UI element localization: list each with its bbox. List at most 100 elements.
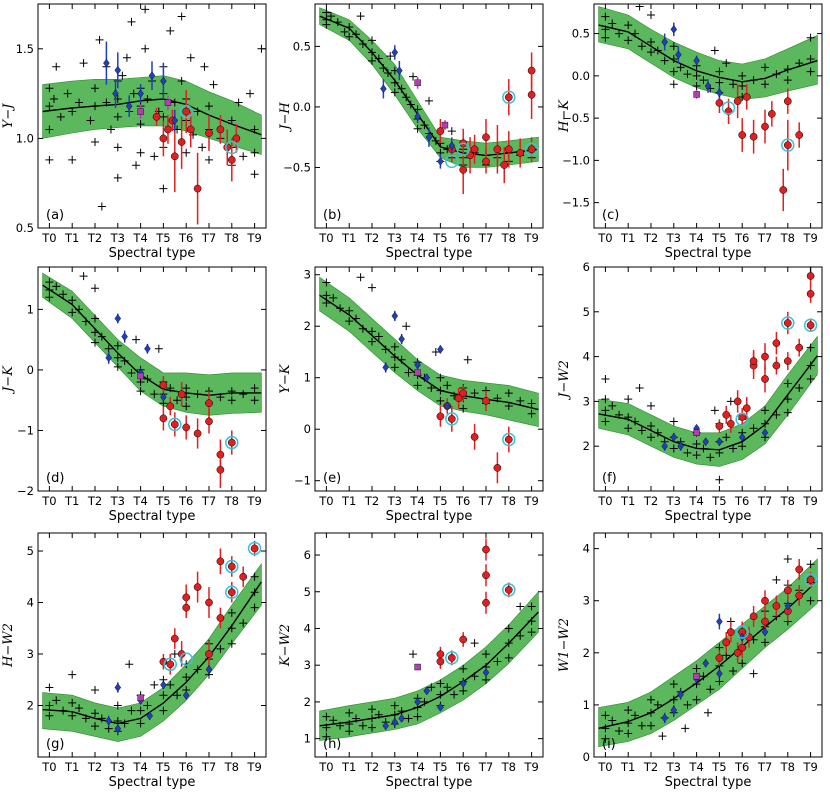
plus-point — [482, 675, 490, 684]
blue-point — [670, 25, 678, 34]
red-point — [227, 438, 236, 447]
y-tick-label: 4 — [583, 542, 590, 556]
plot-contents — [319, 538, 539, 741]
x-tick-label: T3 — [666, 494, 681, 508]
red-point — [733, 397, 742, 406]
plus-point — [113, 112, 122, 121]
y-tick-label: 1 — [304, 732, 311, 746]
plus-point — [738, 71, 747, 80]
y-axis-label: W1−W2 — [557, 618, 572, 672]
red-point — [806, 321, 815, 330]
magenta-point — [164, 99, 172, 106]
plus-point — [772, 410, 781, 419]
plus-point — [783, 76, 792, 85]
y-tick-label: 0.0 — [572, 69, 590, 83]
red-point — [745, 633, 753, 642]
plot-contents — [42, 5, 266, 225]
plot-contents — [319, 273, 539, 484]
plus-point — [368, 36, 376, 45]
x-tick-label: T7 — [478, 494, 493, 508]
plus-point — [227, 396, 236, 405]
plus-point — [63, 89, 72, 98]
plus-point — [436, 373, 445, 382]
plus-point — [772, 575, 781, 584]
red-point — [715, 99, 724, 107]
panel-i: T0 T1 T2 T3 T4 T5 T6 T7 T8 T9 0 1 2 3 4 Spectral type W1… — [557, 532, 823, 790]
red-point — [159, 134, 168, 143]
red-point — [227, 588, 236, 597]
red-point — [772, 339, 781, 348]
x-tick-label: T8 — [501, 494, 516, 508]
plus-point — [404, 714, 413, 723]
blue-point — [702, 437, 709, 447]
x-tick-label: T3 — [110, 760, 125, 774]
blue-point — [677, 690, 684, 699]
plus-point — [358, 721, 367, 730]
x-axis-label: Spectral type — [109, 246, 196, 261]
plus-point — [450, 690, 459, 699]
plus-point — [329, 293, 338, 302]
blue-point — [459, 679, 467, 688]
y-tick-label: 0 — [583, 750, 590, 764]
x-axis-label: Spectral type — [109, 509, 196, 524]
y-tick-label: 0.5 — [572, 27, 590, 41]
red-point — [239, 572, 248, 581]
red-point — [733, 648, 742, 657]
plus-point — [75, 704, 84, 713]
red-point — [436, 412, 445, 421]
blue-point — [414, 360, 421, 370]
red-point — [170, 420, 179, 429]
plus-point — [404, 368, 413, 377]
panel-g: T0 T1 T2 T3 T4 T5 T6 T7 T8 T9 2 3 4 5 Spectral type H−W… — [1, 532, 267, 790]
blue-point — [112, 89, 119, 98]
plus-point — [601, 12, 610, 21]
red-point — [205, 598, 213, 607]
blue-point — [693, 56, 700, 65]
plus-point — [68, 711, 77, 720]
red-point — [783, 586, 792, 595]
plot-contents — [598, 555, 818, 747]
plus-point — [234, 98, 243, 107]
x-tick-label: T4 — [409, 231, 424, 245]
blue-point — [423, 686, 430, 696]
plus-point — [45, 155, 54, 164]
red-point — [504, 435, 513, 444]
blue-point — [437, 157, 444, 166]
y-tick-label: −0.5 — [562, 111, 590, 125]
x-tick-label: T9 — [246, 231, 261, 245]
red-point — [749, 357, 758, 365]
blue-point — [146, 711, 153, 721]
x-tick-label: T2 — [643, 760, 658, 774]
blue-point — [114, 65, 122, 75]
plus-point — [166, 680, 175, 689]
plus-point — [647, 401, 655, 410]
x-tick-label: T1 — [341, 231, 356, 245]
y-tick-label: −1 — [17, 423, 34, 437]
red-point — [182, 603, 191, 612]
ringed-point — [735, 412, 749, 427]
x-tick-label: T1 — [620, 760, 635, 774]
x-tick-label: T6 — [455, 231, 470, 245]
plus-point — [368, 723, 376, 732]
plus-point — [710, 46, 719, 55]
plus-point — [198, 143, 207, 152]
red-point — [738, 643, 747, 652]
plus-point — [783, 379, 792, 388]
plot-contents — [42, 540, 262, 742]
plus-point — [45, 84, 54, 93]
panel-label: (f) — [602, 471, 617, 486]
y-tick-label: 2 — [27, 699, 34, 713]
x-tick-label: T0 — [318, 760, 333, 774]
x-tick-label: T4 — [409, 760, 424, 774]
plus-point — [95, 35, 104, 44]
plus-point — [761, 63, 769, 72]
plus-point — [390, 342, 399, 351]
plus-point — [91, 709, 99, 718]
plus-point — [504, 653, 513, 662]
panel-b: T0 T1 T2 T3 T4 T5 T6 T7 T8 T9 −0.5 0.0 0.5 Spectral t… — [278, 3, 544, 261]
plus-point — [340, 27, 349, 36]
y-tick-label: 1 — [304, 371, 311, 385]
plus-point — [120, 356, 129, 365]
plot-frame — [593, 532, 823, 758]
plus-point — [637, 721, 646, 730]
